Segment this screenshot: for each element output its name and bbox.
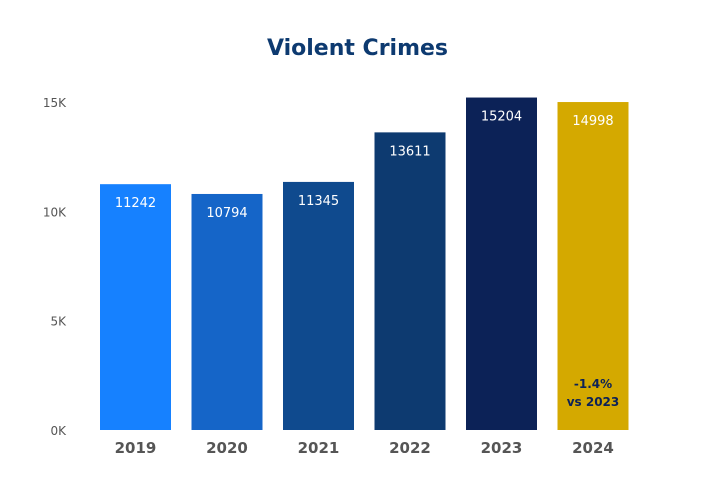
y-tick-label: 5K (50, 315, 67, 329)
data-label: 14998 (572, 114, 613, 129)
data-label: 11242 (115, 196, 156, 211)
data-label: 13611 (389, 144, 430, 159)
x-tick-label: 2023 (481, 439, 523, 457)
x-tick-label: 2020 (206, 439, 248, 457)
x-tick-label: 2021 (298, 439, 340, 457)
annotation-comparison: vs 2023 (567, 395, 620, 409)
bar-2023 (466, 97, 537, 431)
x-tick-label: 2022 (389, 439, 431, 457)
annotation-change: -1.4% (574, 377, 612, 391)
y-tick-label: 10K (43, 205, 67, 219)
bar-2024 (557, 102, 629, 430)
bar-2021 (283, 181, 354, 430)
chart-title: Violent Crimes (266, 36, 449, 61)
data-label: 15204 (481, 110, 522, 125)
x-tick-label: 2019 (115, 439, 157, 457)
bar-2019 (100, 184, 171, 430)
y-tick-label: 15K (43, 96, 67, 110)
y-tick-label: 0K (50, 424, 67, 438)
x-tick-label: 2024 (572, 439, 614, 457)
data-label: 10794 (206, 206, 247, 221)
data-label: 11345 (298, 194, 339, 209)
bar-2022 (374, 132, 446, 430)
bar-2020 (191, 193, 263, 430)
